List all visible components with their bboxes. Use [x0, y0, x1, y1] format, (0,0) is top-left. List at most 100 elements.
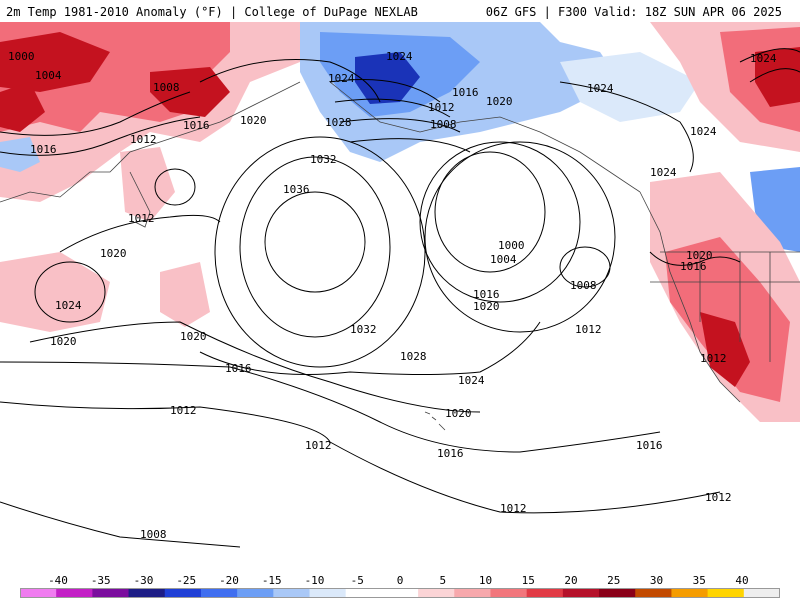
isobar-label: 1012 — [305, 439, 332, 452]
cold-anomaly-central-us — [750, 167, 800, 252]
legend-color-swatch — [454, 588, 491, 598]
color-legend: -40 -35 -30 -25 -20 -15 -10 -5 0 5 10 15 20 25 30 35 40 — [0, 572, 800, 600]
legend-color-swatch — [200, 588, 238, 598]
isobar-label: 1012 — [500, 502, 527, 515]
legend-color-swatch — [490, 588, 528, 598]
isobar-canada-1024 — [559, 81, 694, 173]
isobar-contours — [0, 48, 800, 548]
isobar-label: 1032 — [310, 153, 337, 166]
isobar-label: 1012 — [428, 101, 455, 114]
legend-tick-label: 15 — [521, 574, 535, 587]
isobar-label: 1012 — [130, 133, 157, 146]
warm-anomaly-mid — [160, 262, 210, 327]
legend-color-swatch — [309, 588, 347, 598]
legend-color-swatch — [599, 588, 636, 598]
cold-anomaly-canada — [560, 52, 700, 122]
isobar-labels: 1000 1004 1008 1012 1016 1020 1032 1028 … — [8, 50, 777, 541]
coastline-hawaii — [424, 411, 446, 431]
isobar-label: 1036 — [283, 183, 310, 196]
isobar-label: 1016 — [636, 439, 663, 452]
isobar-label: 1016 — [473, 288, 500, 301]
isobar-label: 1024 — [587, 82, 614, 95]
legend-color-swatch — [743, 588, 780, 598]
isobar-label: 1012 — [700, 352, 727, 365]
hot-core-canada-ne — [755, 47, 800, 107]
isobar-label: 1004 — [490, 253, 517, 266]
state-borders — [650, 251, 800, 362]
isobar-label: 1012 — [170, 404, 197, 417]
legend-color-swatch — [128, 588, 166, 598]
legend-tick-label: -25 — [176, 574, 197, 587]
legend-tick-label: 25 — [607, 574, 621, 587]
legend-color-swatch — [562, 588, 600, 598]
legend-tick-label: 30 — [649, 574, 664, 587]
legend-tick-label: 10 — [478, 574, 493, 587]
isobar-1012-outer — [0, 401, 721, 514]
legend-tick-label: -15 — [261, 574, 282, 587]
legend-color-swatch — [381, 588, 419, 598]
isobar-label: 1008 — [153, 81, 180, 94]
isobar-label: 1024 — [328, 72, 355, 85]
legend-tick-labels: -40 -35 -30 -25 -20 -15 -10 -5 0 5 10 15 20 25 30 35 40 — [0, 572, 800, 587]
isobar-label: 1024 — [650, 166, 677, 179]
legend-tick-label: 5 — [439, 574, 447, 587]
hot-core-asia-3 — [0, 82, 45, 132]
isobar-1008-low — [424, 141, 616, 333]
coastline-asia — [0, 81, 301, 203]
legend-tick-label: -5 — [350, 574, 364, 587]
map-svg: 1000 1004 1008 1012 1016 1020 1032 1028 … — [0, 22, 800, 548]
legend-color-swatch — [671, 588, 709, 598]
legend-tick-label: 0 — [396, 574, 404, 587]
isobar-1036-center — [264, 191, 366, 293]
isobar-label: 1020 — [240, 114, 267, 127]
legend-tick-label: -10 — [304, 574, 325, 587]
isobar-label: 1024 — [690, 125, 717, 138]
isobar-asia-1016 — [0, 116, 201, 156]
isobar-label: 1024 — [386, 50, 413, 63]
warm-anomaly-pacific-west — [0, 252, 110, 332]
isobar-label: 1028 — [400, 350, 427, 363]
isobar-1020-outer — [29, 321, 481, 413]
legend-color-swatch — [237, 588, 274, 598]
isobar-1028-ring — [214, 136, 426, 368]
isobar-1008-outer — [0, 501, 241, 548]
isobar-label: 1020 — [473, 300, 500, 313]
legend-border — [20, 588, 780, 598]
isobar-ne-low — [739, 48, 800, 83]
legend-color-swatch — [164, 588, 202, 598]
isobar-1004-low — [419, 141, 581, 303]
isobar-1024-outer — [199, 321, 541, 375]
legend-color-swatch — [707, 588, 745, 598]
legend-tick-label: 20 — [564, 574, 578, 587]
isobar-asia-1020 — [59, 214, 221, 253]
isobar-asia-low — [154, 168, 196, 206]
coastline-north-america — [639, 191, 741, 403]
isobar-asia-1012 — [0, 91, 191, 136]
isobar-label: 1008 — [140, 528, 167, 541]
coastline-japan — [129, 171, 151, 228]
legend-color-swatch — [20, 588, 57, 598]
weather-map: 1000 1004 1008 1012 1016 1020 1032 1028 … — [0, 22, 800, 572]
isobar-label: 1024 — [458, 374, 485, 387]
isobar-label: 1020 — [486, 95, 513, 108]
isobar-label: 1016 — [680, 260, 707, 273]
cold-anomaly-alaska-core — [355, 52, 420, 104]
coastlines — [0, 81, 800, 431]
header-title-right: 06Z GFS | F300 Valid: 18Z SUN APR 06 202… — [485, 5, 782, 19]
hot-core-asia-1 — [0, 32, 110, 92]
isobar-label: 1016 — [183, 119, 210, 132]
isobar-label: 1020 — [50, 335, 77, 348]
isobar-west-high — [34, 261, 106, 323]
legend-tick-label: -30 — [133, 574, 154, 587]
isobar-1000-low — [434, 151, 546, 273]
legend-tick-label: 35 — [692, 574, 706, 587]
isobar-1016-outer — [0, 361, 661, 453]
legend-color-swatch — [92, 588, 130, 598]
isobar-label: 1000 — [498, 239, 525, 252]
isobar-label: 1012 — [128, 212, 155, 225]
map-header: 2m Temp 1981-2010 Anomaly (°F) | College… — [0, 0, 800, 22]
isobar-label: 1020 — [100, 247, 127, 260]
legend-color-swatch — [56, 588, 93, 598]
legend-tick-label: -20 — [219, 574, 239, 587]
hot-anomaly-west-us — [665, 237, 790, 402]
